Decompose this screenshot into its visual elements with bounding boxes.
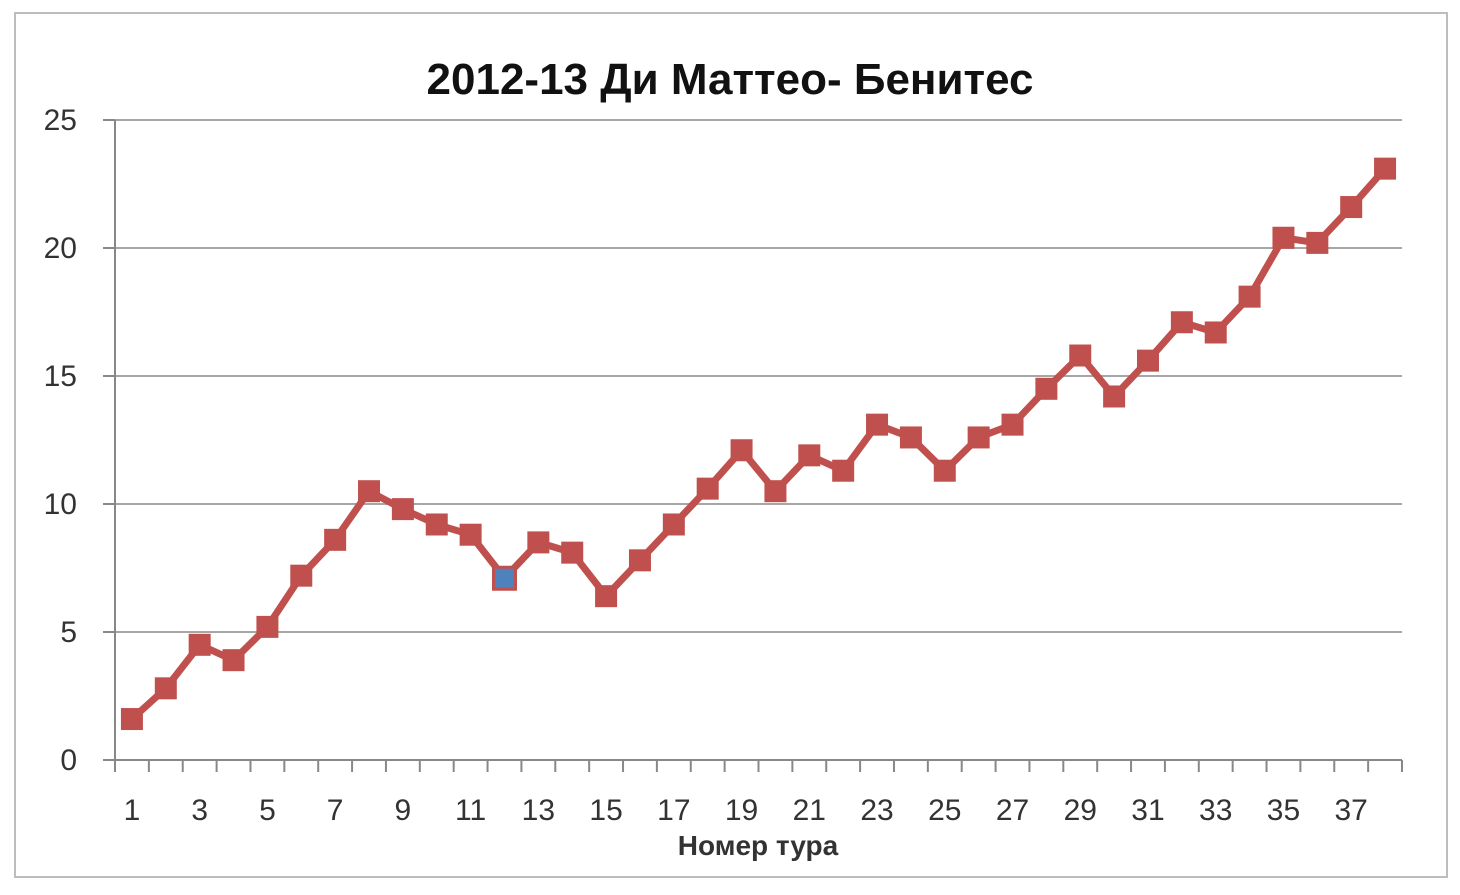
data-point (290, 564, 313, 587)
x-tick-label: 27 (996, 794, 1029, 827)
data-point (1204, 321, 1227, 344)
data-point (459, 523, 482, 546)
y-tick-label: 0 (60, 744, 77, 777)
x-tick-label: 25 (928, 794, 961, 827)
x-tick-label: 31 (1131, 794, 1164, 827)
y-tick-label: 25 (44, 104, 77, 137)
data-point (1272, 226, 1295, 249)
data-point (1001, 413, 1024, 436)
data-point (899, 426, 922, 449)
gridlines (115, 119, 1402, 633)
x-tick-label: 11 (455, 794, 486, 827)
data-point (1035, 377, 1058, 400)
data-point (595, 585, 618, 608)
data-point (358, 480, 381, 503)
markers (120, 157, 1397, 731)
data-point (1306, 231, 1329, 254)
data-point (391, 498, 414, 521)
y-tick-label: 20 (44, 232, 77, 265)
x-tick-label: 23 (860, 794, 893, 827)
x-tick-label: 3 (191, 794, 208, 827)
data-point (324, 528, 347, 551)
x-tick-label: 35 (1267, 794, 1300, 827)
data-point (154, 677, 177, 700)
data-point (933, 459, 956, 482)
data-point (832, 459, 855, 482)
data-point (1238, 285, 1261, 308)
data-point (222, 649, 245, 672)
x-tick-label: 9 (395, 794, 412, 827)
data-point (1340, 196, 1363, 219)
data-point (798, 444, 821, 467)
highlighted-data-point (491, 565, 517, 591)
y-tick-label: 5 (60, 616, 77, 649)
x-tick-label: 17 (657, 794, 690, 827)
data-point (120, 708, 143, 731)
x-tick-label: 5 (259, 794, 276, 827)
data-point (527, 531, 550, 554)
data-point (1374, 157, 1397, 180)
x-tick-label: 29 (1064, 794, 1097, 827)
x-tick-label: 13 (522, 794, 555, 827)
x-tick-label: 37 (1335, 794, 1368, 827)
chart-title: 2012-13 Ди Маттео- Бенитес (427, 55, 1034, 104)
y-tick-label: 15 (44, 360, 77, 393)
data-point (188, 633, 211, 656)
data-point (764, 480, 787, 503)
x-tick-label: 19 (725, 794, 758, 827)
y-tick-label: 10 (44, 488, 77, 521)
data-point (1136, 349, 1159, 372)
x-tick-label: 33 (1199, 794, 1232, 827)
x-tick-label: 1 (124, 794, 141, 827)
data-point (730, 439, 753, 462)
data-point (425, 513, 448, 536)
data-point (628, 549, 651, 572)
data-point (967, 426, 990, 449)
x-tick-label: 7 (327, 794, 344, 827)
series-polyline (128, 165, 1389, 723)
data-point (866, 413, 889, 436)
series-line (128, 165, 1389, 723)
data-point (662, 513, 685, 536)
x-tick-label: 21 (793, 794, 826, 827)
x-tick-label: 15 (589, 794, 622, 827)
x-axis-title: Номер тура (678, 830, 839, 861)
data-point (1170, 311, 1193, 334)
data-point (696, 477, 719, 500)
data-point (256, 615, 279, 638)
data-point (1069, 344, 1092, 367)
data-point (1103, 385, 1126, 408)
data-point (561, 541, 584, 564)
